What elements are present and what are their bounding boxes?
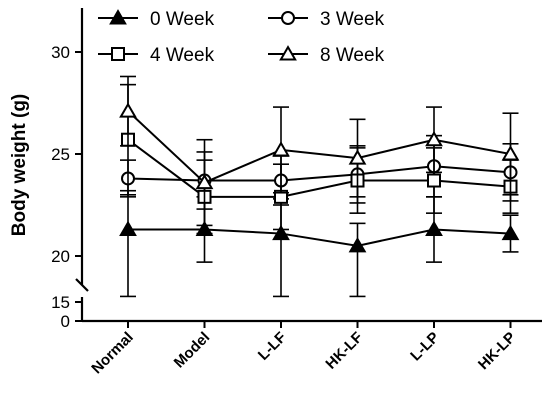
series-0-week [119, 189, 520, 298]
series-3-week [120, 134, 519, 210]
data-point [119, 102, 137, 118]
legend-label: 3 Week [320, 9, 385, 30]
series-line [127, 110, 511, 184]
y-tick-label: 30 [51, 43, 70, 62]
data-point [195, 173, 214, 190]
series-line [127, 138, 511, 198]
series-line [128, 228, 511, 247]
series-8-week [119, 75, 520, 227]
legend-item: 0 Week [98, 9, 215, 30]
data-point [272, 224, 290, 241]
y-tick-label: 0 [61, 312, 70, 331]
y-tick-label: 25 [51, 145, 70, 164]
data-point [425, 130, 443, 147]
y-axis-title: Body weight (g) [9, 94, 30, 236]
legend-marker [111, 47, 125, 61]
y-tick-label: 20 [51, 247, 70, 266]
data-point [501, 145, 520, 161]
data-point [501, 224, 520, 241]
legend-label: 8 Week [320, 45, 385, 66]
data-point [427, 173, 441, 188]
x-tick-label: L-LP [407, 329, 443, 365]
axis-break-mark [75, 278, 89, 292]
legend-label: 0 Week [150, 9, 215, 30]
data-point [272, 141, 290, 157]
data-point [119, 220, 137, 237]
axes [75, 8, 542, 323]
data-point [348, 149, 367, 165]
x-tick-label: Model [171, 329, 214, 372]
data-point [348, 236, 367, 253]
x-tick-label: HK-LF [322, 329, 366, 373]
legend: 0 Week 3 Week 4 Week 8 Week [98, 9, 385, 66]
x-tick-label: HK-LP [475, 329, 519, 373]
legend-item: 8 Week [268, 45, 385, 66]
series-layer [119, 75, 520, 298]
legend-item: 3 Week [268, 9, 385, 30]
x-tick-label: Normal [88, 329, 137, 378]
legend-label: 4 Week [150, 45, 215, 66]
y-tick-label: 15 [51, 293, 70, 312]
legend-marker [281, 11, 295, 25]
x-tick-label: L-LF [255, 329, 290, 364]
data-point [425, 220, 443, 237]
ticks: 20 25 30 015 Normal Model L-LF HK-LF L-LP HK-LP [51, 43, 519, 377]
legend-marker [109, 9, 127, 25]
legend-item: 4 Week [98, 45, 215, 66]
series-line [127, 165, 511, 182]
legend-marker [279, 45, 297, 61]
